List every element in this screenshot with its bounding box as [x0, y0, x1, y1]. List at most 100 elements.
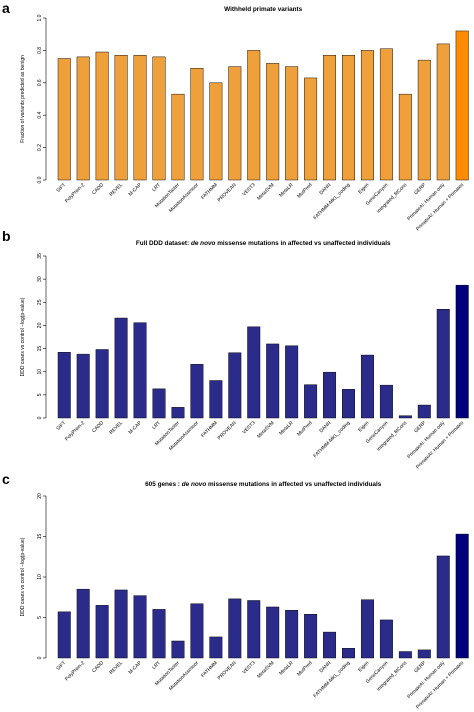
- bar-14: [304, 384, 318, 419]
- bar-4: [114, 589, 128, 659]
- y-tick-label: 0: [37, 656, 43, 659]
- bar-19: [398, 415, 412, 419]
- bar-9: [209, 380, 223, 419]
- x-tick-label: GERP: [413, 420, 427, 434]
- x-tick-label: REVEL: [108, 182, 124, 198]
- bar-20: [417, 649, 431, 659]
- bar-11: [247, 50, 261, 181]
- x-tick-label: VEST3: [241, 660, 256, 675]
- bar-11: [247, 326, 261, 419]
- bar-4: [114, 317, 128, 419]
- bar-22: [455, 533, 469, 659]
- bar-14: [304, 77, 318, 181]
- bar-19: [398, 93, 412, 181]
- y-tick-label: 0.0: [37, 176, 43, 183]
- x-tick-label: MutPred: [296, 420, 314, 438]
- y-tick-label: 15: [37, 534, 43, 540]
- y-tick-label: 10: [37, 574, 43, 580]
- bar-18: [379, 48, 393, 181]
- chart-panel-b: b Full DDD dataset: de novo missense muta…: [2, 228, 469, 470]
- x-tick-label: LRT: [151, 182, 162, 193]
- bar-6: [152, 56, 166, 181]
- panel-letter: b: [2, 228, 11, 244]
- bar-22: [455, 30, 469, 181]
- x-tick-label: PolyPhen-2: [64, 182, 86, 204]
- bar-12: [266, 343, 280, 419]
- bar-15: [323, 55, 337, 181]
- chart-panel-a: a Withheld primate variants 0.0 0.2 0.4 0.6 0.…: [2, 0, 469, 232]
- x-tick-label: DANN: [318, 660, 332, 674]
- x-tick-label: M-CAP: [128, 660, 143, 675]
- y-axis-label: Fraction of variants predicted as benign: [20, 55, 26, 143]
- x-tick-label: PROVEAN: [217, 420, 238, 441]
- x-tick-label: FATHMM-MKL_coding: [312, 420, 351, 459]
- bar-15: [323, 371, 337, 419]
- y-axis-label: DDD cases vs control −log(p-value): [20, 537, 26, 616]
- x-tick-label: Eigen: [357, 182, 370, 195]
- y-tick-label: 30: [37, 276, 43, 282]
- bar-18: [379, 619, 393, 659]
- x-tick-label: PrimateAI: Human only: [406, 182, 446, 222]
- bar-2: [76, 56, 90, 181]
- x-tick-label: VEST3: [241, 182, 256, 197]
- bar-10: [228, 66, 242, 181]
- bar-16: [342, 648, 355, 659]
- y-tick-label: 35: [37, 253, 43, 259]
- bar-1: [57, 352, 71, 419]
- y-tick-label: 20: [37, 322, 43, 328]
- x-tick-label: Eigen: [357, 420, 370, 433]
- bar-21: [436, 309, 450, 419]
- bar-13: [285, 609, 299, 659]
- x-tick-label: CADD: [91, 660, 105, 674]
- y-tick-label: 0.6: [37, 79, 43, 86]
- chart-title: Withheld primate variants: [224, 6, 303, 13]
- bar-10: [228, 352, 242, 419]
- y-tick-label: 5: [37, 393, 43, 396]
- y-tick-label: 20: [37, 493, 43, 499]
- chart-title: 605 genes : de novo missense mutations i…: [145, 481, 382, 488]
- bar-13: [285, 345, 299, 419]
- y-tick-label: 0.2: [37, 144, 43, 151]
- bar-16: [342, 389, 355, 419]
- x-tick-label: VEST3: [241, 420, 256, 435]
- y-tick-label: 1.0: [37, 14, 43, 21]
- bar-16: [342, 55, 355, 181]
- x-tick-label: CADD: [91, 420, 105, 434]
- x-tick-label: REVEL: [108, 420, 124, 436]
- bar-3: [95, 51, 109, 181]
- x-tick-label: LRT: [151, 420, 162, 431]
- y-tick-label: 0.8: [37, 47, 43, 54]
- x-tick-label: M-CAP: [128, 420, 143, 435]
- x-tick-label: DANN: [318, 420, 332, 434]
- bar-22: [455, 284, 469, 419]
- x-tick-label: FATHMM-MKL_coding: [312, 182, 351, 221]
- x-tick-label: PolyPhen-2: [64, 420, 86, 442]
- bar-17: [360, 50, 374, 181]
- bar-6: [152, 388, 166, 419]
- bar-7: [171, 640, 185, 659]
- bar-10: [228, 598, 242, 659]
- bar-1: [57, 611, 71, 659]
- bar-9: [209, 636, 223, 659]
- chart-title: Full DDD dataset: de novo missense mutat…: [136, 240, 391, 247]
- x-tick-label: MetaSVM: [256, 420, 275, 439]
- x-tick-label: FATHMM: [200, 420, 219, 439]
- bar-12: [266, 63, 280, 181]
- x-tick-label: PROVEAN: [217, 660, 238, 681]
- x-tick-label: LRT: [151, 660, 162, 671]
- x-tick-label: FATHMM-MKL_coding: [312, 660, 351, 699]
- x-tick-label: SIFT: [55, 420, 67, 432]
- bar-5: [133, 595, 147, 659]
- x-tick-label: SIFT: [55, 182, 67, 194]
- x-tick-label: GERP: [413, 660, 427, 674]
- bar-12: [266, 606, 280, 659]
- x-tick-label: MutPred: [296, 660, 314, 678]
- bar-21: [436, 555, 450, 659]
- y-tick-label: 5: [37, 616, 43, 619]
- bar-3: [95, 605, 109, 659]
- x-tick-label: MetaSVM: [256, 660, 275, 679]
- x-tick-label: M-CAP: [128, 182, 143, 197]
- x-tick-label: MutPred: [296, 182, 314, 200]
- x-tick-label: REVEL: [108, 660, 124, 676]
- x-tick-label: CADD: [91, 182, 105, 196]
